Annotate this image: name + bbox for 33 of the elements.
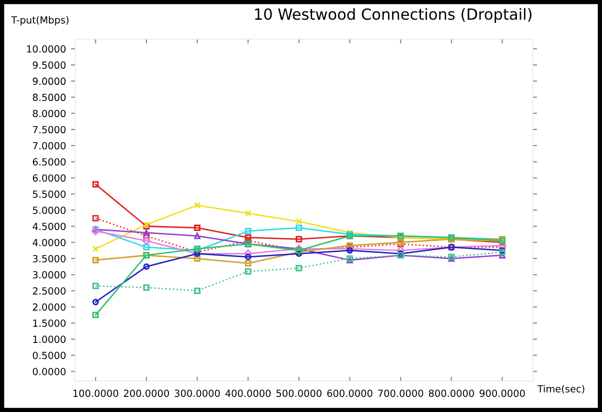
y-tick-label: 0.5000 <box>32 352 66 360</box>
y-tick-label: 7.0000 <box>33 142 66 150</box>
x-tick-label: 300.0000 <box>174 390 220 397</box>
x-axis-title: Time(sec) <box>537 384 584 394</box>
y-axis-title: T-put(Mbps) <box>11 16 68 26</box>
y-tick-label: 10.0000 <box>27 45 66 53</box>
y-tick-label: 4.0000 <box>32 238 66 246</box>
y-tick-label: 1.5000 <box>33 320 66 327</box>
x-tick-label: 900.0000 <box>480 390 525 397</box>
x-tick-label: 700.0000 <box>378 390 424 397</box>
y-tick-label: 6.5000 <box>32 158 66 166</box>
y-tick-label: 9.5000 <box>32 61 66 69</box>
x-tick-label: 200.0000 <box>124 390 169 397</box>
y-tick-label: 1.0000 <box>33 336 66 343</box>
y-tick-label: 5.0000 <box>32 206 66 214</box>
x-tick-label: 600.0000 <box>327 390 372 397</box>
y-tick-label: 8.0000 <box>32 110 66 118</box>
chart-title: 10 Westwood Connections (Droptail) <box>255 8 532 23</box>
y-tick-label: 5.5000 <box>32 190 66 198</box>
y-tick-label: 0.0000 <box>32 368 66 376</box>
y-tick-label: 4.5000 <box>32 222 66 230</box>
y-tick-label: 3.5000 <box>32 254 66 262</box>
y-tick-label: 3.0000 <box>32 271 66 278</box>
x-tick-label: 500.0000 <box>276 390 322 397</box>
y-tick-label: 7.5000 <box>33 126 66 134</box>
y-tick-label: 8.5000 <box>32 94 66 102</box>
x-tick-label: 100.0000 <box>73 390 118 397</box>
y-tick-label: 2.0000 <box>32 303 66 311</box>
x-tick-label: 400.0000 <box>225 390 271 397</box>
y-tick-label: 6.0000 <box>32 174 66 182</box>
x-tick-label: 800.0000 <box>428 390 474 397</box>
y-tick-label: 2.5000 <box>32 287 66 295</box>
y-tick-label: 9.0000 <box>32 78 66 85</box>
